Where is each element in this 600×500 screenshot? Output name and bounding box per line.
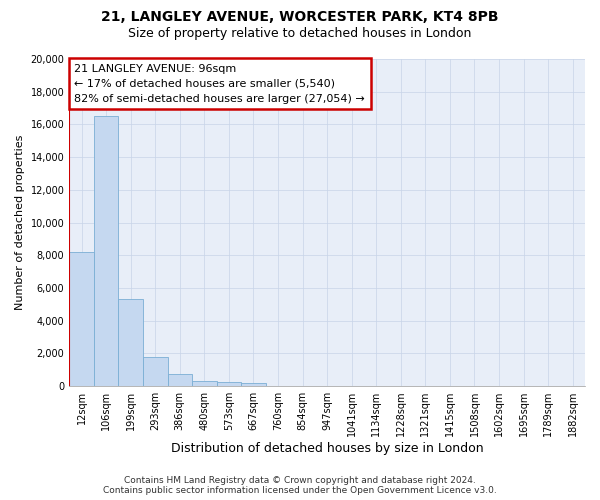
Bar [143,358,167,386]
Bar [192,381,217,386]
Bar [167,374,192,386]
Bar [69,252,94,386]
Text: Contains HM Land Registry data © Crown copyright and database right 2024.
Contai: Contains HM Land Registry data © Crown c… [103,476,497,495]
X-axis label: Distribution of detached houses by size in London: Distribution of detached houses by size … [171,442,484,455]
Bar [241,383,266,386]
Text: Size of property relative to detached houses in London: Size of property relative to detached ho… [128,28,472,40]
Text: 21 LANGLEY AVENUE: 96sqm
← 17% of detached houses are smaller (5,540)
82% of sem: 21 LANGLEY AVENUE: 96sqm ← 17% of detach… [74,64,365,104]
Bar [118,300,143,386]
Text: 21, LANGLEY AVENUE, WORCESTER PARK, KT4 8PB: 21, LANGLEY AVENUE, WORCESTER PARK, KT4 … [101,10,499,24]
Bar [94,116,118,386]
Y-axis label: Number of detached properties: Number of detached properties [15,135,25,310]
Bar [217,382,241,386]
